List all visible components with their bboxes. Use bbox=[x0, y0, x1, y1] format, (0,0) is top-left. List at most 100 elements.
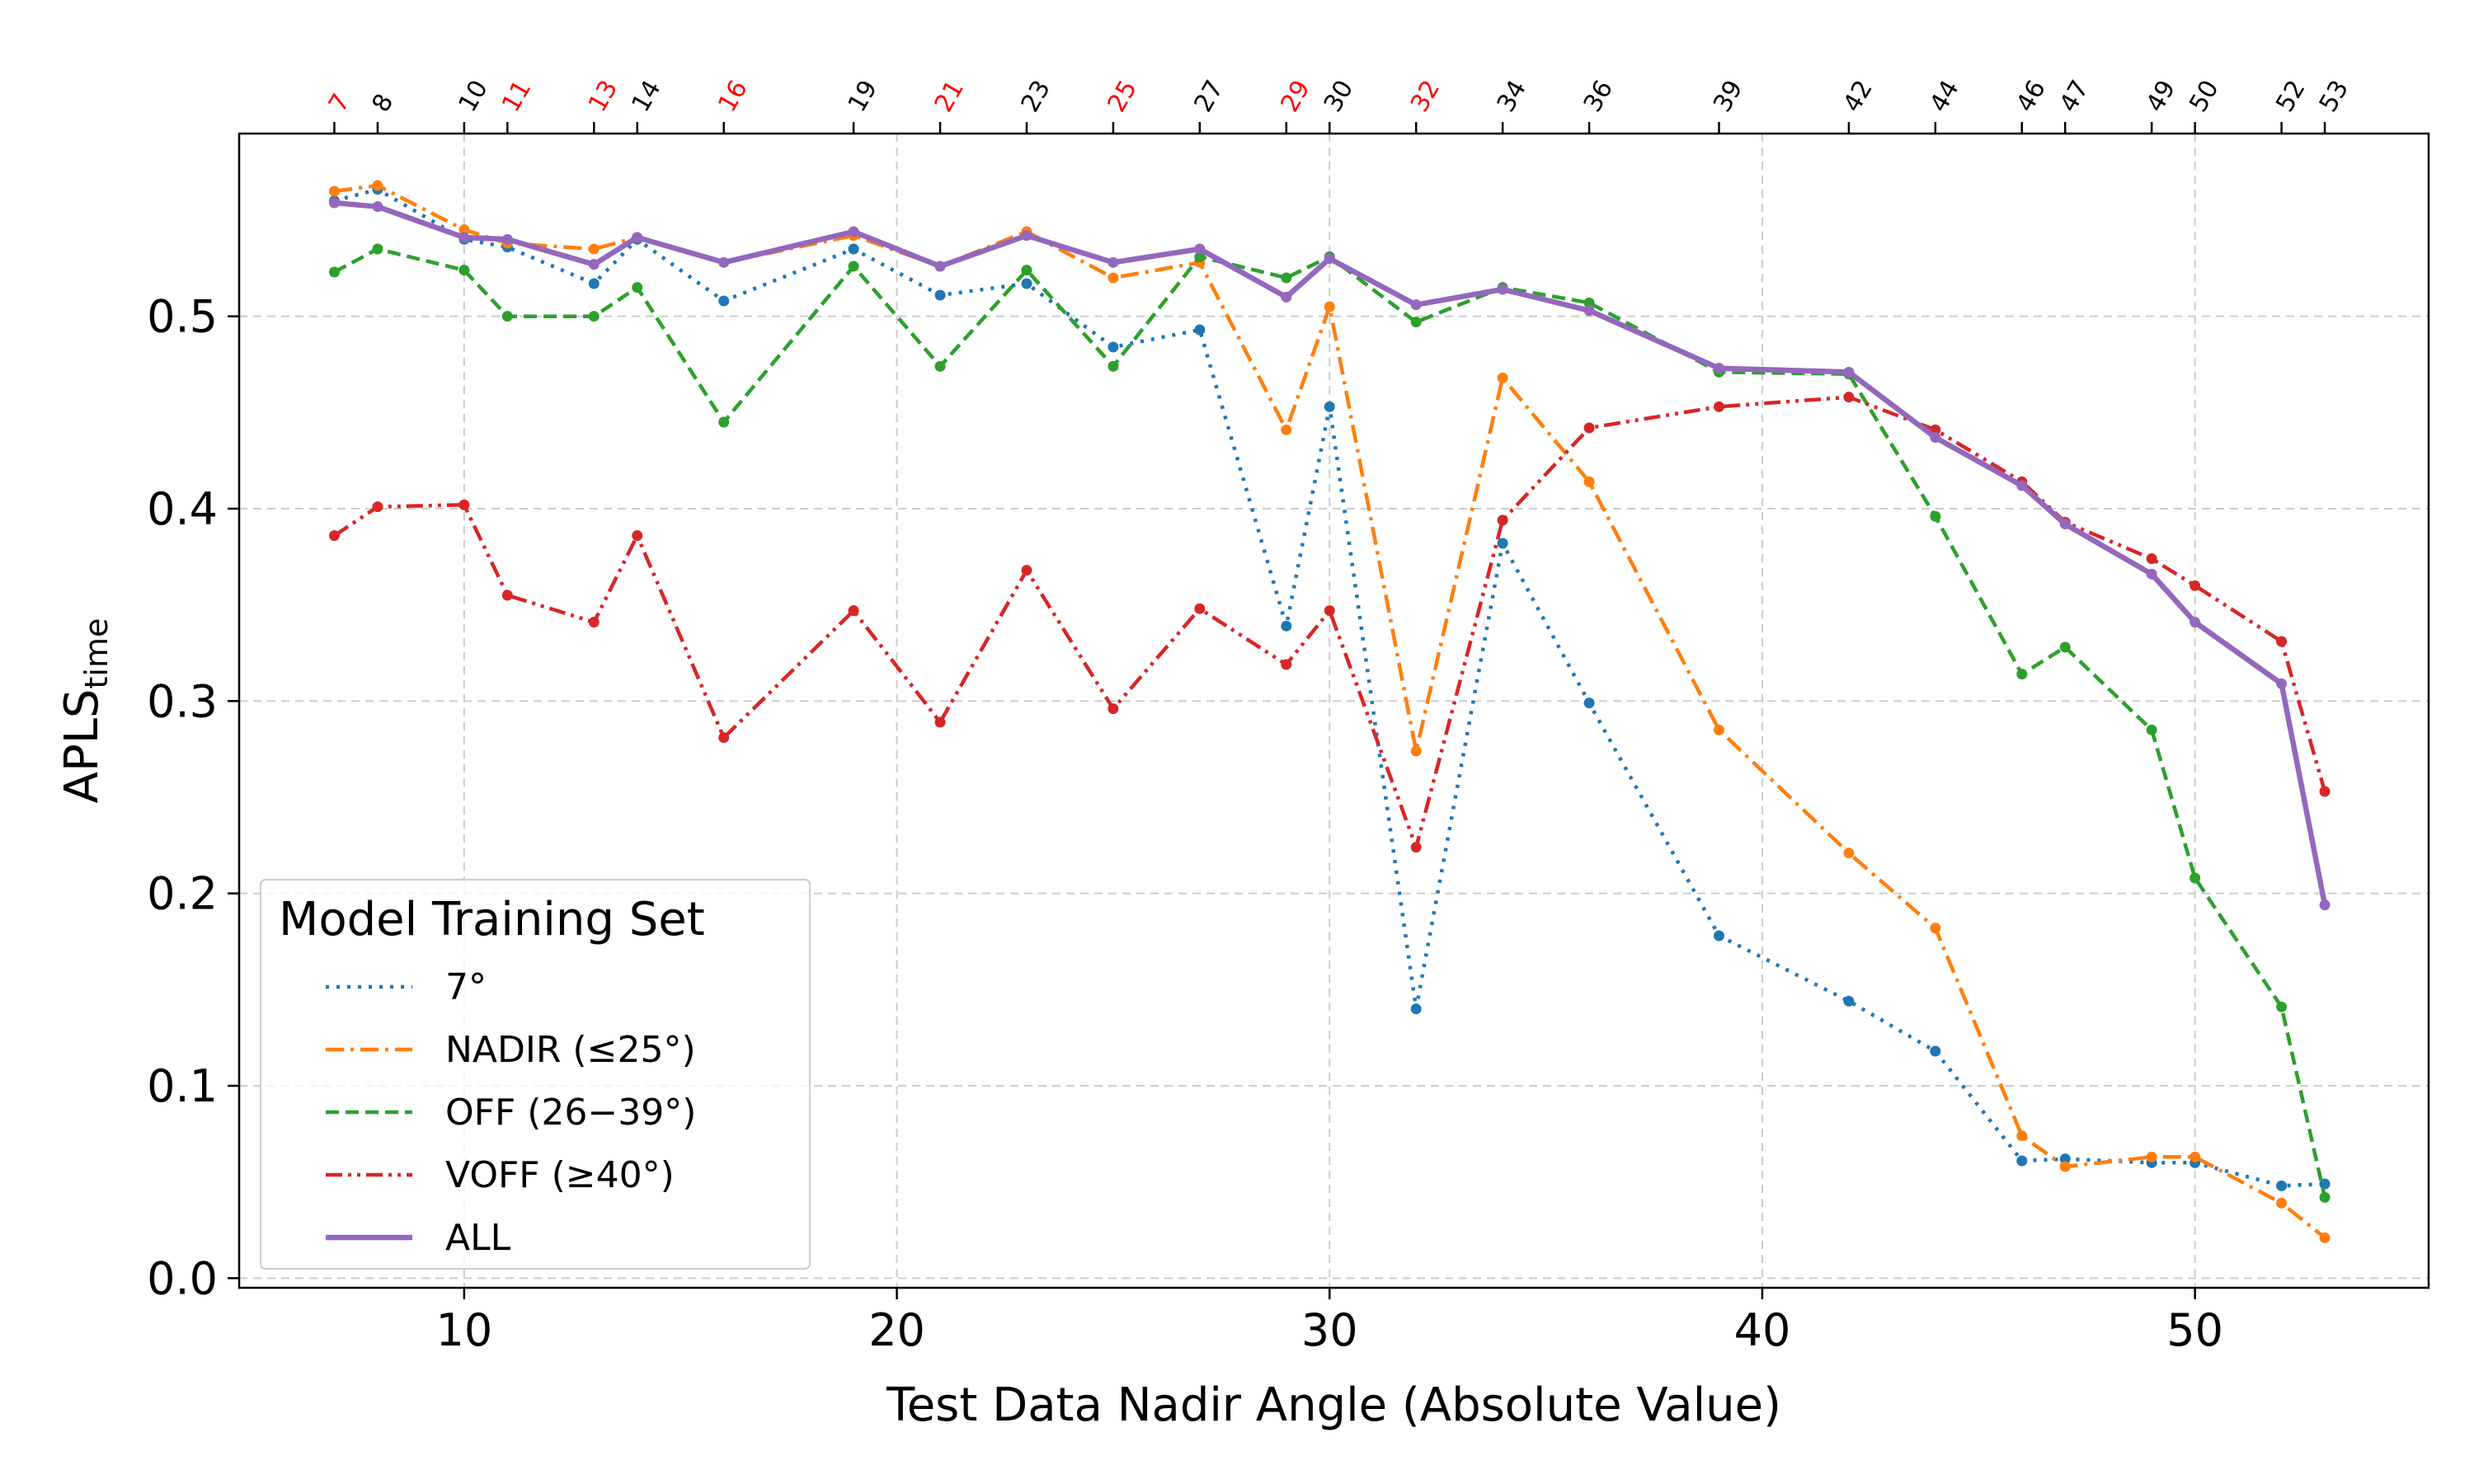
data-point bbox=[1497, 284, 1508, 295]
x-tick-label: 20 bbox=[868, 1304, 925, 1356]
data-point bbox=[1281, 424, 1292, 435]
data-point bbox=[1281, 659, 1292, 670]
data-point bbox=[1843, 392, 1855, 403]
legend-entries: 7° NADIR (≤25°) OFF (26−39°) VOFF (≥40°) ALL bbox=[326, 966, 696, 1259]
data-point bbox=[501, 311, 513, 322]
series-ALL bbox=[328, 197, 2331, 911]
data-point bbox=[632, 282, 643, 294]
data-point bbox=[1583, 476, 1595, 487]
series-line bbox=[334, 183, 2326, 1240]
data-point bbox=[2016, 1155, 2028, 1167]
data-point bbox=[1497, 372, 1508, 383]
data-point bbox=[1843, 848, 1855, 859]
data-point bbox=[1410, 842, 1422, 853]
data-point bbox=[1324, 301, 1335, 312]
y-axis-label-main: APLS bbox=[55, 689, 109, 804]
data-point bbox=[1713, 401, 1724, 412]
data-point bbox=[2146, 553, 2157, 565]
data-point bbox=[372, 501, 383, 513]
data-point bbox=[2059, 1161, 2071, 1172]
data-point bbox=[2146, 1151, 2157, 1162]
data-point bbox=[588, 311, 600, 322]
data-point bbox=[1930, 432, 1941, 444]
data-point bbox=[1583, 305, 1595, 317]
data-point bbox=[328, 266, 340, 278]
data-point bbox=[1108, 360, 1119, 372]
data-point bbox=[1583, 422, 1595, 434]
data-point bbox=[1324, 401, 1335, 412]
series-layer bbox=[328, 180, 2331, 1243]
data-point bbox=[459, 265, 470, 276]
x-tick-label: 30 bbox=[1301, 1304, 1358, 1356]
data-point bbox=[459, 224, 470, 236]
data-point bbox=[934, 289, 946, 301]
data-point bbox=[588, 278, 600, 289]
y-tick-label: 0.2 bbox=[147, 868, 218, 920]
data-point bbox=[2189, 1151, 2201, 1162]
legend-box bbox=[260, 879, 811, 1270]
legend-label: VOFF (≥40°) bbox=[445, 1154, 675, 1196]
legend-title: Model Training Set bbox=[279, 893, 705, 946]
data-point bbox=[1583, 297, 1595, 308]
data-point bbox=[2146, 568, 2157, 580]
series-OFF (26−39°) bbox=[328, 243, 2331, 1203]
legend-label: OFF (26−39°) bbox=[445, 1092, 696, 1134]
data-point bbox=[2319, 899, 2331, 911]
data-point bbox=[718, 256, 730, 268]
data-point bbox=[1843, 995, 1855, 1007]
data-point bbox=[2276, 678, 2288, 689]
y-axis-label: APLStime bbox=[55, 618, 115, 804]
data-point bbox=[1930, 1045, 1941, 1057]
data-point bbox=[1583, 697, 1595, 709]
legend-label: ALL bbox=[445, 1217, 511, 1259]
data-point bbox=[372, 243, 383, 255]
data-point bbox=[1410, 299, 1422, 311]
data-point bbox=[934, 360, 946, 372]
data-point bbox=[372, 201, 383, 213]
data-point bbox=[2189, 617, 2201, 628]
data-point bbox=[1194, 243, 1206, 255]
data-point bbox=[1497, 514, 1508, 526]
data-point bbox=[1021, 265, 1032, 276]
y-tick-label: 0.4 bbox=[147, 483, 218, 535]
data-point bbox=[718, 295, 730, 307]
data-point bbox=[588, 259, 600, 270]
data-point bbox=[632, 232, 643, 243]
data-point bbox=[2016, 669, 2028, 680]
data-point bbox=[1194, 603, 1206, 614]
data-point bbox=[1194, 251, 1206, 262]
x-tick-label: 10 bbox=[435, 1304, 492, 1356]
y-tick-label: 0.5 bbox=[147, 291, 218, 343]
legend: Model Training Set 7° NADIR (≤25°) OFF (26… bbox=[260, 879, 811, 1270]
grid bbox=[239, 134, 2429, 1288]
legend-label: 7° bbox=[445, 966, 487, 1008]
data-point bbox=[2276, 1001, 2288, 1012]
data-point bbox=[2189, 580, 2201, 591]
data-point bbox=[1713, 930, 1724, 942]
y-tick-label: 0.3 bbox=[147, 675, 218, 727]
y-tick-label: 0.0 bbox=[147, 1252, 218, 1304]
data-point bbox=[1281, 291, 1292, 303]
data-point bbox=[328, 186, 340, 197]
data-point bbox=[1021, 230, 1032, 242]
data-point bbox=[2059, 641, 2071, 653]
data-point bbox=[328, 197, 340, 209]
data-point bbox=[1930, 923, 1941, 934]
data-point bbox=[2276, 1180, 2288, 1191]
y-tick-label: 0.1 bbox=[147, 1060, 218, 1112]
data-point bbox=[1108, 703, 1119, 715]
data-point bbox=[718, 732, 730, 744]
data-point bbox=[1281, 620, 1292, 632]
data-point bbox=[459, 499, 470, 510]
data-point bbox=[1194, 324, 1206, 336]
data-point bbox=[1410, 745, 1422, 757]
data-point bbox=[1497, 538, 1508, 549]
data-point bbox=[1713, 724, 1724, 735]
data-point bbox=[588, 243, 600, 255]
data-point bbox=[934, 261, 946, 272]
data-point bbox=[2319, 786, 2331, 797]
data-point bbox=[848, 226, 859, 237]
data-point bbox=[2189, 872, 2201, 884]
data-point bbox=[2319, 1191, 2331, 1203]
data-point bbox=[1021, 565, 1032, 576]
